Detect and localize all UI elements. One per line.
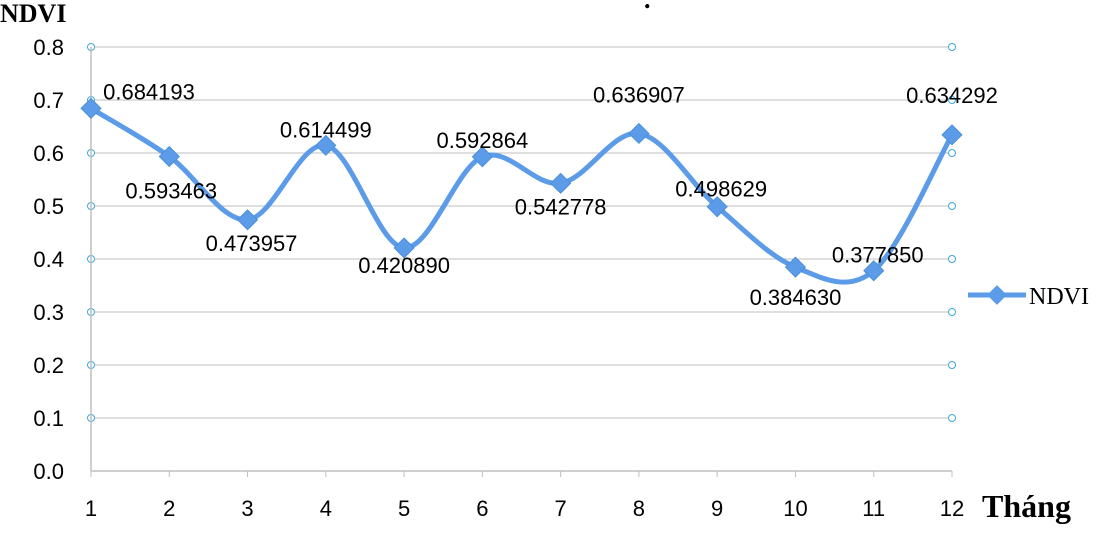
data-label: 0.684193 <box>103 79 195 104</box>
y-tick-label: 0.5 <box>33 194 64 219</box>
gridline-right-marker <box>948 255 956 263</box>
data-label: 0.498629 <box>675 177 767 202</box>
data-label: 0.377850 <box>832 243 924 268</box>
data-label: 0.592864 <box>436 128 528 153</box>
data-point-marker <box>863 260 885 282</box>
x-tick-label: 2 <box>163 496 175 521</box>
data-point-marker <box>784 256 807 278</box>
axes <box>90 47 953 477</box>
y-tick-label: 0.0 <box>33 459 64 484</box>
x-tick-label: 8 <box>633 496 645 521</box>
x-tick-label: 7 <box>555 496 567 521</box>
gridline-right-marker <box>948 43 956 51</box>
data-point-marker <box>393 237 415 259</box>
y-tick-label: 0.1 <box>33 406 64 431</box>
data-point-marker <box>236 209 259 231</box>
data-label: 0.420890 <box>358 253 450 278</box>
data-point-marker <box>706 196 728 218</box>
series-markers <box>80 97 963 282</box>
data-point-marker <box>941 124 963 146</box>
y-tick-label: 0.4 <box>33 247 64 272</box>
x-tick-label: 9 <box>711 496 723 521</box>
data-label: 0.636907 <box>593 82 685 107</box>
y-tick-label: 0.2 <box>33 353 64 378</box>
gridlines <box>87 43 956 422</box>
x-tick-label: 6 <box>476 496 488 521</box>
data-point-marker <box>628 122 650 145</box>
data-point-marker <box>315 134 337 156</box>
legend-label: NDVI <box>1029 284 1089 310</box>
y-tick-label: 0.3 <box>33 300 64 325</box>
gridline-right-marker <box>948 308 956 316</box>
data-point-marker <box>158 145 180 168</box>
data-labels: 0.684193 0.593463 0.473957 0.614499 0.420890… <box>103 79 998 310</box>
data-label: 0.473957 <box>206 231 298 256</box>
x-tick-label: 12 <box>940 496 964 521</box>
y-tick-label: 0.7 <box>33 88 64 113</box>
gridline-right-marker <box>948 96 956 104</box>
y-tick-label: 0.6 <box>33 141 64 166</box>
x-tick-label: 3 <box>241 496 253 521</box>
y-tick-label: 0.8 <box>33 35 64 60</box>
y-axis-title: NDVI <box>0 0 66 28</box>
x-tick-label: 11 <box>862 496 885 521</box>
x-tick-label: 10 <box>783 496 807 521</box>
x-tick-label: 5 <box>398 496 410 521</box>
legend-marker-swatch <box>987 285 1007 305</box>
data-label: 0.634292 <box>906 83 998 108</box>
gridline-right-marker <box>948 414 956 422</box>
stray-dot-mark: . <box>644 0 651 14</box>
gridline-right-marker <box>948 202 956 210</box>
x-tick-label: 1 <box>85 496 97 521</box>
data-point-marker <box>80 97 102 119</box>
data-point-marker <box>550 172 572 194</box>
data-label: 0.542778 <box>515 194 607 219</box>
gridline-right-marker <box>948 361 956 369</box>
data-label: 0.593463 <box>125 178 217 203</box>
data-point-marker <box>471 146 493 168</box>
x-axis-title: Tháng <box>982 488 1071 524</box>
x-tick-label: 4 <box>320 496 332 521</box>
y-tick-labels: 0.0 0.1 0.2 0.3 0.4 0.5 0.6 0.7 0.8 <box>33 35 64 484</box>
data-label: 0.614499 <box>280 117 372 142</box>
data-label: 0.384630 <box>750 285 842 310</box>
gridline-right-marker <box>948 149 956 157</box>
x-tick-labels: 1 2 3 4 5 6 7 8 9 10 11 12 <box>85 496 964 521</box>
legend: NDVI <box>968 284 1089 310</box>
